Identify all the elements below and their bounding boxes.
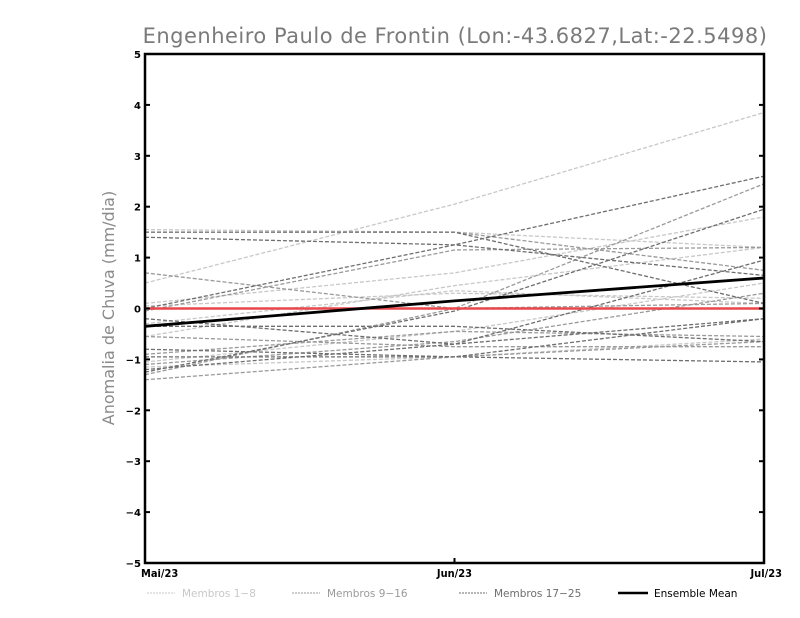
- legend: Membros 1−8 Membros 9−16 Membros 17−25 Ense…: [147, 588, 737, 600]
- member-line-series-0-5: [144, 290, 765, 325]
- y-tick-label: −4: [126, 508, 141, 519]
- member-line-series-1-2: [144, 183, 765, 376]
- y-axis-label: Anomalia de Chuva (mm/dia): [99, 191, 118, 425]
- x-tick-label: Jul/23: [749, 567, 782, 580]
- y-tick-label: −2: [126, 406, 141, 417]
- x-tick-label: Jun/23: [436, 567, 472, 580]
- legend-label: Membros 17−25: [494, 588, 581, 600]
- y-tick-label: 5: [134, 50, 141, 61]
- member-line-series-2-0: [144, 236, 765, 277]
- legend-label: Membros 1−8: [182, 588, 256, 600]
- x-ticks: Mai/23 Jun/23 Jul/23: [141, 558, 782, 580]
- y-tick-label: 1: [134, 254, 141, 265]
- member-line-series-1-0: [145, 231, 765, 271]
- member-line-series-2-3: [144, 259, 765, 345]
- y-tick-label: −5: [126, 559, 141, 570]
- legend-label: Membros 9−16: [327, 588, 408, 600]
- y-tick-label: −1: [126, 355, 141, 366]
- y-tick-label: 4: [134, 101, 141, 112]
- legend-label: Ensemble Mean: [654, 588, 737, 600]
- member-line-series-2-2: [145, 231, 765, 305]
- member-line-series-1-1: [144, 246, 765, 312]
- member-line-series-0-1: [144, 216, 765, 305]
- member-line-series-1-5: [144, 272, 765, 310]
- member-line-series-0-3: [144, 292, 765, 307]
- y-tick-label: 0: [134, 305, 141, 316]
- member-lines: [144, 111, 765, 381]
- member-line-series-1-6: [144, 292, 765, 366]
- y-tick-label: 2: [134, 203, 141, 214]
- member-line-series-1-3: [144, 330, 765, 355]
- member-line-series-0-2: [144, 246, 765, 338]
- x-tick-label: Mai/23: [141, 567, 178, 580]
- member-line-series-1-7: [144, 335, 764, 348]
- member-line-series-2-5: [144, 318, 765, 371]
- member-line-series-2-1: [144, 175, 765, 310]
- member-line-series-2-7: [145, 325, 765, 343]
- ensemble-mean-polyline: [144, 276, 765, 328]
- y-ticks: −5 −4 −3 −2 −1 0 1 2 3 4 5: [126, 50, 764, 570]
- y-tick-label: 3: [134, 152, 141, 163]
- member-line-series-2-8: [144, 318, 765, 358]
- member-line-series-0-0: [144, 111, 765, 284]
- chart-title: Engenheiro Paulo de Frontin (Lon:-43.682…: [143, 24, 768, 48]
- ensemble-mean-line: [144, 276, 765, 328]
- y-tick-label: −3: [126, 457, 141, 468]
